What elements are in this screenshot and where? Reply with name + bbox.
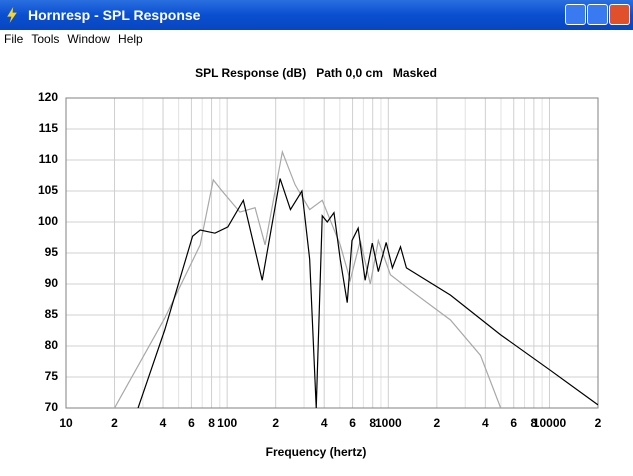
y-tick-label: 85 [45,307,59,321]
app-icon [7,7,17,23]
x-tick-label: 2 [111,416,118,430]
menu-item[interactable]: File [4,32,24,46]
y-tick-label: 120 [38,90,58,104]
y-tick-label: 80 [45,338,59,352]
x-tick-label: 100 [217,416,237,430]
menu-item[interactable]: Tools [31,32,60,46]
menu-item[interactable]: Window [67,32,111,46]
y-tick-label: 110 [39,152,59,166]
y-tick-label: 105 [38,183,58,197]
x-tick-label: 4 [482,416,489,430]
x-tick-label: 4 [321,416,328,430]
plot-frame [65,97,599,409]
x-tick-label: 8 [369,416,376,430]
x-tick-label: 6 [188,416,195,430]
y-tick-label: 115 [39,121,59,135]
x-tick-label: 6 [349,416,356,430]
title-bar: Hornresp - SPL Response [0,0,633,30]
y-tick-label: 95 [45,245,59,259]
x-axis-label: Frequency (hertz) [266,445,367,459]
maximize-button[interactable] [587,4,608,25]
x-tick-label: 10 [59,416,73,430]
series-line [137,178,598,408]
x-tick-label: 10000 [533,416,567,430]
x-tick-label: 8 [208,416,215,430]
menu-bar: File Tools Window Help [0,30,633,48]
plot-area [113,149,598,408]
y-tick-label: 90 [45,276,59,290]
minimize-button[interactable] [565,4,586,25]
menu-item[interactable]: Help [118,32,143,46]
x-tick-label: 2 [595,416,602,430]
x-tick-label: 2 [433,416,440,430]
y-tick-label: 100 [38,214,58,228]
x-tick-label: 1000 [375,416,402,430]
series-line [113,149,502,408]
close-button[interactable] [609,4,630,25]
x-tick-label: 2 [272,416,279,430]
y-tick-label: 75 [45,369,59,383]
y-tick-label: 70 [45,400,59,414]
window-title: Hornresp - SPL Response [28,7,201,23]
x-tick-label: 4 [160,416,167,430]
chart: SPL Response (dB) Path 0,0 cm Masked Fre… [38,66,602,459]
x-tick-label: 6 [510,416,517,430]
chart-title: SPL Response (dB) Path 0,0 cm Masked [195,66,437,80]
x-tick-label: 8 [531,416,538,430]
